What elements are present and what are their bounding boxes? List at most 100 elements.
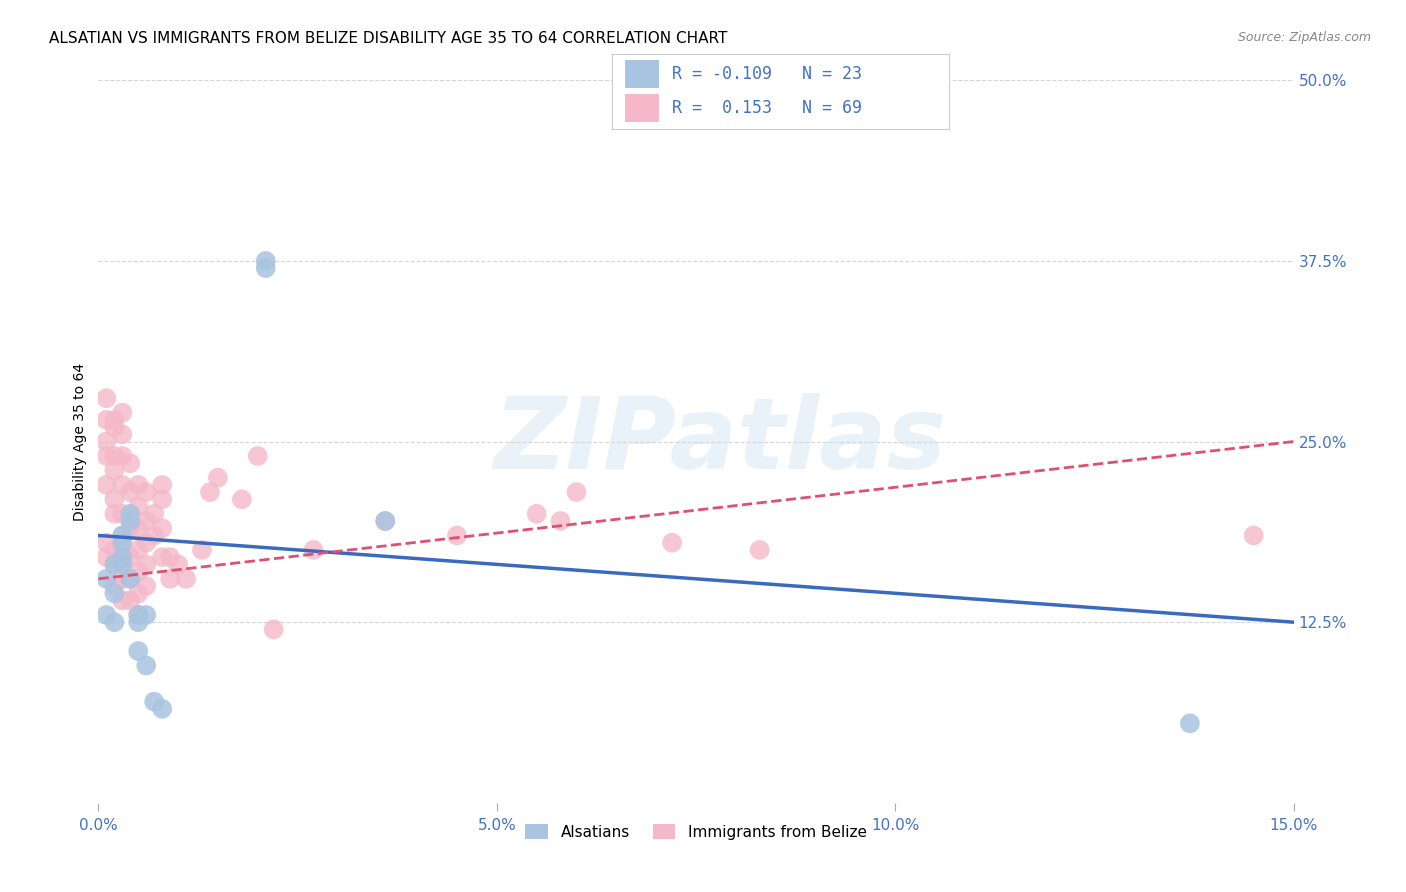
Point xyxy=(127,607,149,622)
Point xyxy=(111,528,134,542)
Point xyxy=(661,535,683,549)
Point xyxy=(143,528,166,542)
Point xyxy=(103,542,125,557)
Point xyxy=(96,607,118,622)
Point xyxy=(111,406,134,420)
Point xyxy=(103,492,125,507)
Point xyxy=(565,485,588,500)
Bar xyxy=(626,95,659,122)
Point xyxy=(174,572,197,586)
Point xyxy=(374,514,396,528)
Point xyxy=(526,507,548,521)
Text: R = -0.109   N = 23: R = -0.109 N = 23 xyxy=(672,65,862,83)
Y-axis label: Disability Age 35 to 64: Disability Age 35 to 64 xyxy=(73,362,87,521)
Point xyxy=(150,478,173,492)
Point xyxy=(120,521,142,535)
Legend: Alsatians, Immigrants from Belize: Alsatians, Immigrants from Belize xyxy=(519,818,873,846)
Point xyxy=(150,521,173,535)
Text: ZIPatlas: ZIPatlas xyxy=(494,393,946,490)
Point xyxy=(159,550,181,565)
Point xyxy=(150,550,173,565)
Point xyxy=(263,623,285,637)
Point xyxy=(103,558,125,572)
Point xyxy=(143,695,166,709)
Text: ALSATIAN VS IMMIGRANTS FROM BELIZE DISABILITY AGE 35 TO 64 CORRELATION CHART: ALSATIAN VS IMMIGRANTS FROM BELIZE DISAB… xyxy=(49,31,727,46)
Point xyxy=(198,485,221,500)
Point xyxy=(96,535,118,549)
Point xyxy=(127,500,149,514)
Point xyxy=(103,449,125,463)
Point xyxy=(120,572,142,586)
Point xyxy=(135,485,157,500)
Point xyxy=(96,550,118,565)
Point xyxy=(127,478,149,492)
Point xyxy=(127,521,149,535)
Point xyxy=(111,478,134,492)
Point xyxy=(135,579,157,593)
Point xyxy=(127,542,149,557)
Point xyxy=(159,572,181,586)
Point xyxy=(374,514,396,528)
Point xyxy=(302,542,325,557)
Point xyxy=(207,470,229,484)
Point xyxy=(111,535,134,549)
Point xyxy=(111,558,134,572)
Point xyxy=(103,413,125,427)
Point xyxy=(96,478,118,492)
Point xyxy=(103,586,125,600)
Point xyxy=(748,542,770,557)
Point xyxy=(96,449,118,463)
Point xyxy=(135,535,157,549)
Point xyxy=(120,485,142,500)
Point xyxy=(111,550,134,565)
Point xyxy=(231,492,253,507)
Point xyxy=(135,558,157,572)
Point xyxy=(135,658,157,673)
Point xyxy=(111,558,134,572)
Point xyxy=(135,514,157,528)
Point xyxy=(550,514,572,528)
Point xyxy=(127,565,149,579)
Point xyxy=(446,528,468,542)
Point xyxy=(120,507,142,521)
Point xyxy=(96,413,118,427)
Point xyxy=(111,449,134,463)
Point xyxy=(1243,528,1265,542)
Point xyxy=(143,507,166,521)
Point xyxy=(111,593,134,607)
Point xyxy=(246,449,269,463)
Point xyxy=(103,558,125,572)
Point xyxy=(254,261,277,276)
Point xyxy=(103,615,125,630)
Point xyxy=(111,542,134,557)
Point xyxy=(120,514,142,528)
Point xyxy=(96,572,118,586)
Point xyxy=(120,550,142,565)
Point xyxy=(120,456,142,470)
Point xyxy=(150,702,173,716)
Point xyxy=(103,507,125,521)
Point xyxy=(103,579,125,593)
Text: Source: ZipAtlas.com: Source: ZipAtlas.com xyxy=(1237,31,1371,45)
Point xyxy=(111,528,134,542)
Point xyxy=(127,615,149,630)
Point xyxy=(120,572,142,586)
Point xyxy=(111,572,134,586)
Point xyxy=(254,253,277,268)
Text: R =  0.153   N = 69: R = 0.153 N = 69 xyxy=(672,99,862,117)
Point xyxy=(191,542,214,557)
Point xyxy=(127,586,149,600)
Point xyxy=(103,463,125,477)
Point xyxy=(96,391,118,405)
Point xyxy=(120,593,142,607)
Point xyxy=(150,492,173,507)
Point xyxy=(96,434,118,449)
Point xyxy=(1178,716,1201,731)
Point xyxy=(127,607,149,622)
Point xyxy=(111,427,134,442)
Point xyxy=(111,507,134,521)
Bar xyxy=(626,61,659,87)
Point xyxy=(127,644,149,658)
Point xyxy=(167,558,190,572)
Point xyxy=(135,607,157,622)
